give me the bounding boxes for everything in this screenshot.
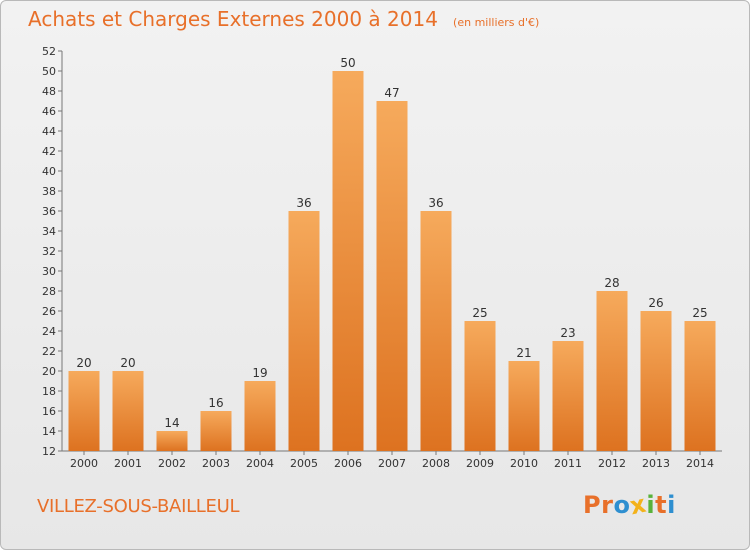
x-tick-label-2005: 2005	[290, 457, 318, 470]
chart-unit: (en milliers d'€)	[453, 16, 540, 29]
x-tick-label-2006: 2006	[334, 457, 362, 470]
value-label-2013: 26	[648, 296, 663, 310]
chart-title-text: Achats et Charges Externes 2000 à 2014	[28, 7, 438, 31]
value-label-2011: 23	[560, 326, 575, 340]
logo-letter: P	[583, 491, 602, 519]
y-tick-label: 14	[42, 425, 56, 438]
y-tick-label: 48	[42, 85, 56, 98]
y-tick-label: 34	[42, 225, 56, 238]
bar-2002	[156, 431, 188, 451]
value-label-2012: 28	[604, 276, 619, 290]
value-label-2009: 25	[472, 306, 487, 320]
y-tick-label: 38	[42, 185, 56, 198]
y-tick-label: 42	[42, 145, 56, 158]
bar-2000	[68, 371, 100, 451]
y-tick-label: 52	[42, 45, 56, 58]
value-label-2001: 20	[120, 356, 135, 370]
value-label-2004: 19	[252, 366, 267, 380]
x-tick-label-2012: 2012	[598, 457, 626, 470]
bar-2013	[640, 311, 672, 451]
bar-2008	[420, 211, 452, 451]
x-tick-label-2007: 2007	[378, 457, 406, 470]
y-tick-label: 30	[42, 265, 56, 278]
plot-area: 12 14 16 18 20 22 24 26 28 30 32 34 36 38 40 42 44 46 48 50…	[42, 45, 722, 470]
logo-letter: i	[646, 491, 656, 519]
y-tick-label: 50	[42, 65, 56, 78]
x-tick-label-2000: 2000	[70, 457, 98, 470]
x-tick-label-2011: 2011	[554, 457, 582, 470]
x-tick-label-2003: 2003	[202, 457, 230, 470]
logo-letter: t	[655, 491, 668, 519]
x-tick-label-2009: 2009	[466, 457, 494, 470]
x-tick-label-2014: 2014	[686, 457, 714, 470]
x-tick-label-2008: 2008	[422, 457, 450, 470]
chart-title: Achats et Charges Externes 2000 à 2014 (…	[28, 7, 539, 31]
bar-2001	[112, 371, 144, 451]
y-tick-label: 24	[42, 325, 56, 338]
bar-2007	[376, 101, 408, 451]
town-name: VILLEZ-SOUS-BAILLEUL	[37, 496, 240, 517]
y-tick-label: 26	[42, 305, 56, 318]
value-label-2014: 25	[692, 306, 707, 320]
value-label-2007: 47	[384, 86, 399, 100]
x-tick-label-2004: 2004	[246, 457, 274, 470]
bar-2006	[332, 71, 364, 451]
x-tick-label-2001: 2001	[114, 457, 142, 470]
bar-2003	[200, 411, 232, 451]
y-tick-label: 12	[42, 445, 56, 458]
proxiti-logo[interactable]: Proxiti	[583, 490, 676, 521]
bar-2010	[508, 361, 540, 451]
value-label-2000: 20	[76, 356, 91, 370]
bar-2005	[288, 211, 320, 451]
value-label-2002: 14	[164, 416, 179, 430]
logo-letter: o	[613, 491, 631, 519]
value-label-2008: 36	[428, 196, 443, 210]
x-tick-label-2002: 2002	[158, 457, 186, 470]
value-label-2003: 16	[208, 396, 223, 410]
bar-2014	[684, 321, 716, 451]
y-tick-label: 28	[42, 285, 56, 298]
x-tick-label-2013: 2013	[642, 457, 670, 470]
value-label-2006: 50	[340, 56, 355, 70]
bar-2004	[244, 381, 276, 451]
value-label-2010: 21	[516, 346, 531, 360]
y-tick-label: 18	[42, 385, 56, 398]
y-tick-label: 36	[42, 205, 56, 218]
bar-2011	[552, 341, 584, 451]
value-label-2005: 36	[296, 196, 311, 210]
y-tick-label: 32	[42, 245, 56, 258]
bar-2009	[464, 321, 496, 451]
logo-letter: i	[667, 491, 676, 519]
bar-2012	[596, 291, 628, 451]
x-tick-label-2010: 2010	[510, 457, 538, 470]
y-tick-label: 44	[42, 125, 56, 138]
y-tick-label: 46	[42, 105, 56, 118]
y-tick-label: 22	[42, 345, 56, 358]
y-tick-label: 20	[42, 365, 56, 378]
logo-letter: r	[601, 491, 614, 519]
y-tick-label: 40	[42, 165, 56, 178]
y-tick-label: 16	[42, 405, 56, 418]
